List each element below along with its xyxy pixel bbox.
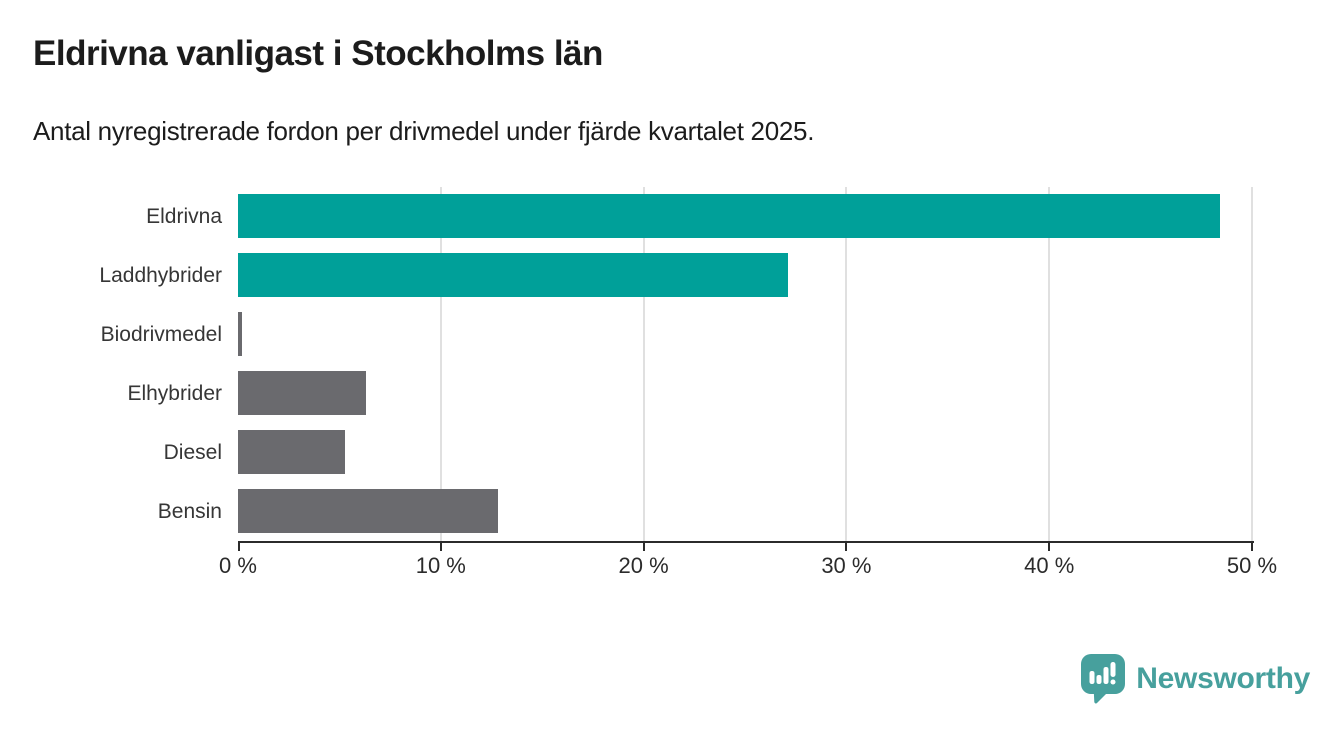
logo-bar-3	[1103, 667, 1109, 684]
x-tick-label-40: 40 %	[1024, 553, 1075, 578]
gridline-40	[1048, 187, 1051, 541]
logo-bar-1	[1089, 671, 1095, 684]
bar-band-laddhybrider	[238, 246, 1252, 305]
gridline-50	[1251, 187, 1253, 541]
bar-band-biodrivmedel	[238, 305, 1252, 364]
category-label-diesel: Diesel	[163, 440, 222, 464]
x-tick-label-20: 20 %	[618, 553, 669, 578]
brand-footer: Newsworthy	[1081, 654, 1310, 704]
category-labels: Eldrivna Laddhybrider Biodrivmedel Elhybrid…	[0, 187, 222, 541]
bar-laddhybrider	[238, 253, 788, 297]
bar-band-elhybrider	[238, 364, 1252, 423]
chart-subtitle: Antal nyregistrerade fordon per drivmede…	[33, 116, 815, 146]
x-tick-mark-50	[1251, 541, 1253, 551]
category-label-bensin: Bensin	[157, 499, 222, 523]
bar-elhybrider	[238, 371, 366, 415]
bar-band-bensin	[238, 482, 1252, 541]
newsworthy-logo-icon	[1081, 654, 1126, 704]
gridline-20	[642, 187, 645, 541]
bar-band-diesel	[238, 423, 1252, 482]
logo-exclamation-stem	[1110, 662, 1116, 677]
x-tick-mark-0	[238, 541, 240, 551]
x-tick-label-50: 50 %	[1226, 553, 1278, 578]
x-tick-mark-40	[1048, 541, 1051, 551]
category-label-biodrivmedel: Biodrivmedel	[100, 322, 222, 346]
speech-bubble-shape	[1081, 654, 1126, 704]
gridline-10	[439, 187, 442, 541]
bar-band-eldrivna	[238, 187, 1252, 246]
gridline-30	[845, 187, 848, 541]
plot-area: 0 % 10 % 20 % 30 % 40 % 50 %	[219, 187, 1277, 578]
x-tick-label-0: 0 %	[219, 553, 257, 578]
x-tick-label-10: 10 %	[415, 553, 466, 578]
brand-name: Newsworthy	[1136, 662, 1310, 695]
category-label-laddhybrider: Laddhybrider	[99, 263, 222, 287]
x-axis-line	[238, 541, 1254, 543]
page-title: Eldrivna vanligast i Stockholms län	[33, 34, 603, 73]
bar-biodrivmedel	[238, 312, 243, 356]
x-tick-mark-30	[845, 541, 848, 551]
logo-bar-2	[1096, 675, 1102, 684]
category-label-elhybrider: Elhybrider	[127, 381, 222, 405]
bar-eldrivna	[238, 194, 1220, 238]
x-tick-mark-10	[439, 541, 442, 551]
logo-exclamation-dot	[1110, 679, 1116, 685]
x-tick-label-30: 30 %	[821, 553, 872, 578]
bar-bensin	[238, 489, 498, 533]
bar-diesel	[238, 430, 346, 474]
category-label-eldrivna: Eldrivna	[146, 204, 222, 228]
x-tick-mark-20	[642, 541, 645, 551]
